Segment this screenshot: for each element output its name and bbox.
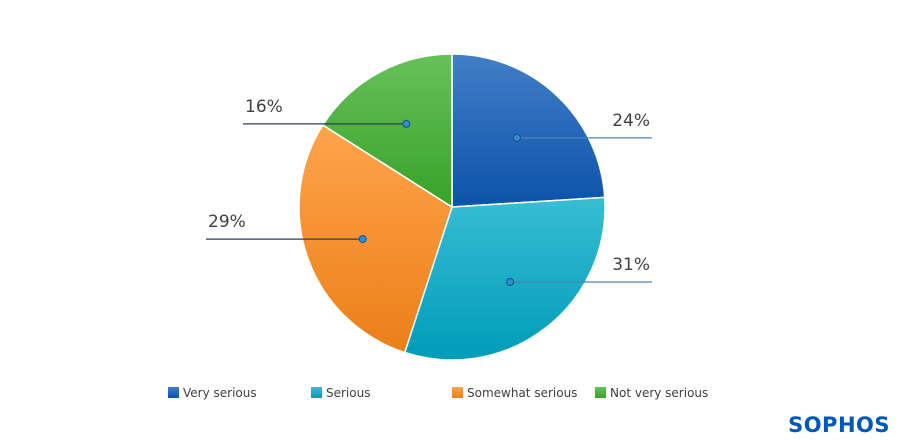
pie-slice-serious — [403, 196, 606, 361]
leader-marker-very-serious — [512, 133, 521, 142]
legend-item-not-very-serious: Not very serious — [595, 386, 708, 400]
percentage-label-not-very-serious: 16% — [245, 97, 283, 117]
pie-slice-very-serious — [451, 53, 606, 208]
legend-label-serious: Serious — [326, 386, 370, 400]
percentage-label-somewhat-serious: 29% — [208, 212, 246, 232]
legend-label-very-serious: Very serious — [183, 386, 257, 400]
sophos-logo: SOPHOS — [788, 413, 890, 437]
percentage-labels: 24% 31% 29% 16% — [208, 97, 650, 275]
legend-item-somewhat-serious: Somewhat serious — [452, 386, 577, 400]
legend-swatch-not-very-serious — [595, 387, 606, 398]
legend-swatch-serious — [311, 387, 322, 398]
leader-marker-somewhat-serious — [358, 235, 367, 244]
pie-slice-somewhat-serious — [298, 123, 453, 354]
pie-slice-not-very-serious — [321, 53, 453, 209]
leader-marker-serious — [506, 278, 515, 286]
percentage-label-very-serious: 24% — [612, 111, 650, 131]
legend-label-not-very-serious: Not very serious — [610, 386, 708, 400]
percentage-label-serious: 31% — [612, 255, 650, 275]
pie-slices — [298, 53, 606, 361]
legend-label-somewhat-serious: Somewhat serious — [467, 386, 577, 400]
leader-lines — [206, 119, 652, 286]
leader-marker-not-very-serious — [402, 119, 411, 128]
legend-swatch-somewhat-serious — [452, 387, 463, 398]
legend-swatch-very-serious — [168, 387, 179, 398]
legend: Very serious Serious Somewhat serious Not v… — [168, 386, 708, 400]
legend-item-very-serious: Very serious — [168, 386, 257, 400]
legend-item-serious: Serious — [311, 386, 370, 400]
